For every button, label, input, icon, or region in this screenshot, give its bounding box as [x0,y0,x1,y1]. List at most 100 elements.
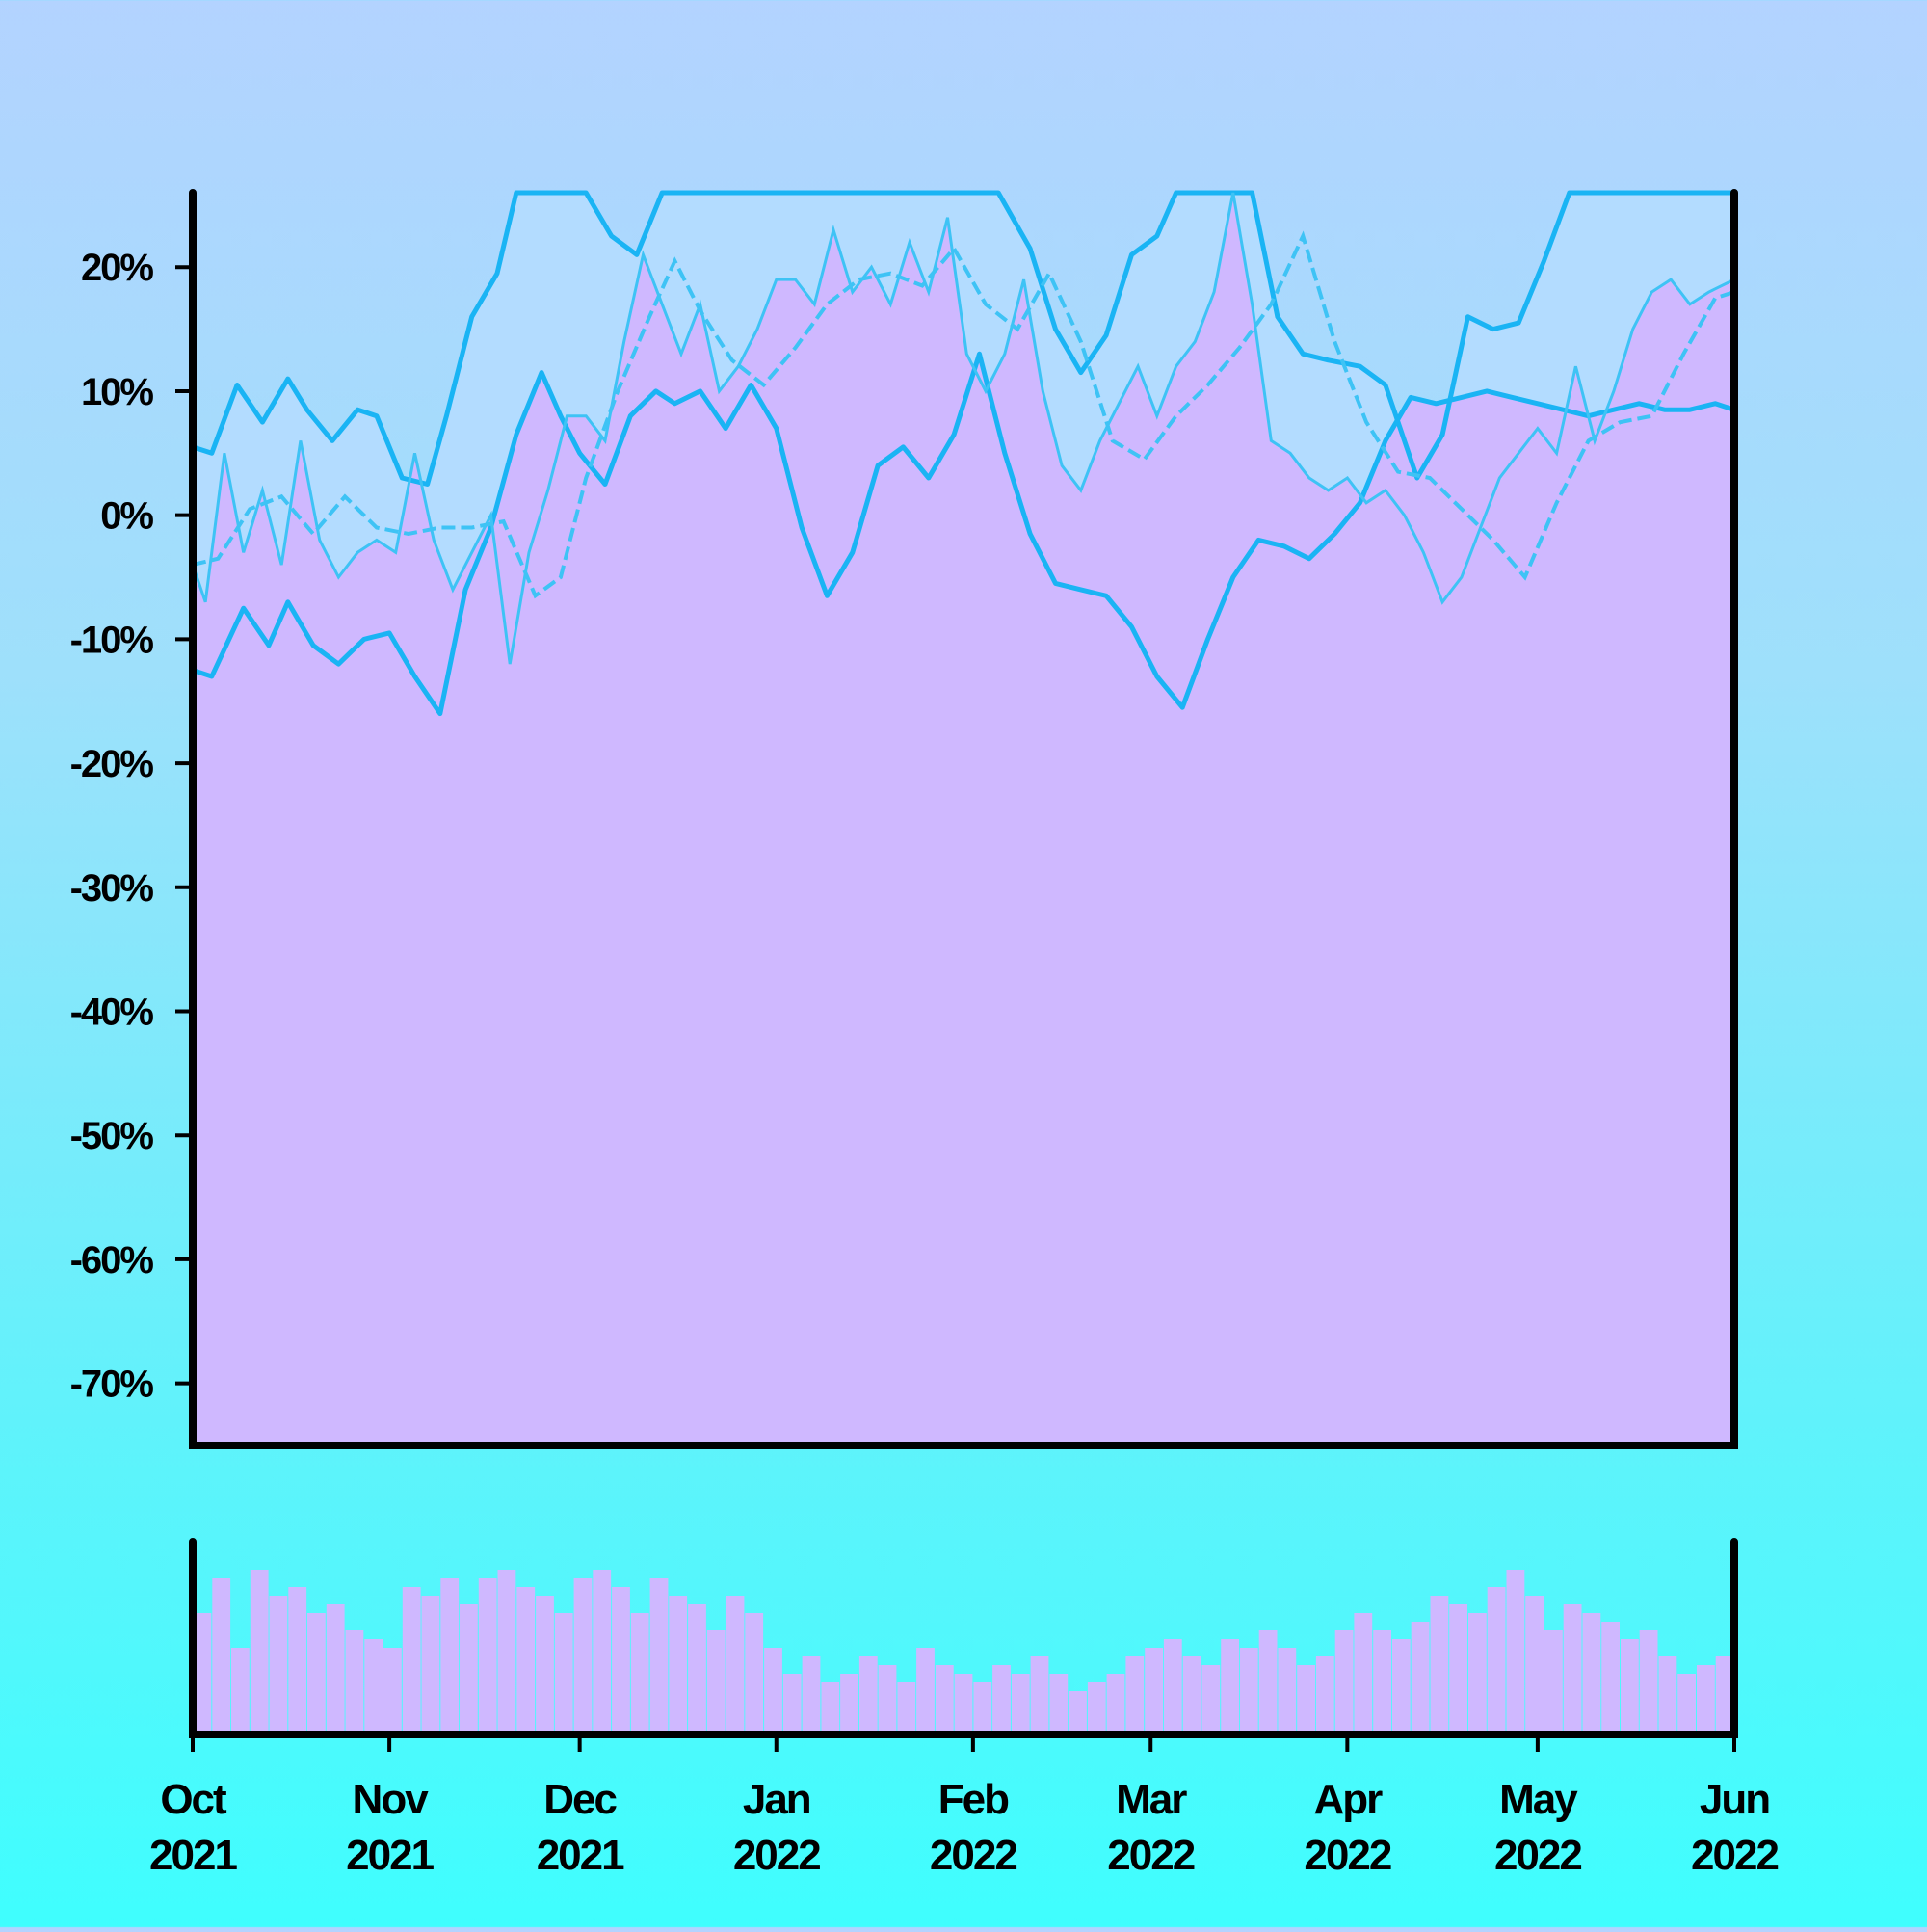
volume-bar [1011,1674,1030,1734]
volume-bar [288,1587,307,1734]
x-tick-month: Feb [938,1776,1009,1823]
volume-bar [497,1570,516,1734]
x-tick-year: 2022 [930,1832,1016,1879]
x-tick-month: Dec [543,1776,617,1823]
y-tick-label: -50% [70,1115,154,1157]
volume-bar [1278,1648,1297,1734]
volume-bar [992,1665,1011,1734]
volume-bar [1297,1665,1315,1734]
x-tick-month: May [1499,1776,1578,1823]
volume-bar [745,1613,764,1734]
volume-bar [669,1596,688,1734]
volume-bar [1582,1613,1601,1734]
volume-bar [1201,1665,1221,1734]
volume-bar [782,1674,802,1734]
volume-bar [1621,1639,1639,1734]
band-fill [193,193,1734,714]
volume-bar [478,1578,497,1734]
x-tick-year: 2022 [1304,1832,1390,1879]
volume-bar [706,1630,726,1734]
volume-bar [1449,1604,1467,1734]
lower-band-line [192,351,1735,717]
volume-bar [726,1596,745,1734]
volume-bar [573,1578,593,1734]
volume-bar [460,1604,478,1734]
volume-bar [364,1639,383,1734]
volume-bar [1069,1691,1087,1734]
x-tick-year: 2022 [733,1832,820,1879]
volume-bar [1563,1604,1582,1734]
volume-bar [878,1665,897,1734]
x-tick-year: 2021 [149,1832,237,1879]
volume-bar [630,1613,649,1734]
x-tick-year: 2021 [537,1832,624,1879]
volume-bar [1506,1570,1525,1734]
volume-bar [421,1596,440,1734]
volume-bar [764,1648,782,1734]
volume-bar [649,1578,669,1734]
volume-bar [1601,1622,1620,1734]
x-tick-month: Jun [1700,1776,1769,1823]
volume-panel [193,1570,1734,1734]
volume-bar [383,1648,402,1734]
volume-bar [1639,1630,1658,1734]
x-tick-month: Apr [1313,1776,1383,1823]
volume-bar [1525,1596,1544,1734]
volume-bar [1258,1630,1278,1734]
volume-bar [554,1613,573,1734]
volume-bar [1145,1648,1163,1734]
y-axis-ticks: 20% 10% 0% -10% -20% -30% -40% -50% -60% -70% [70,247,193,1406]
volume-bar [1182,1656,1201,1734]
main-panel [191,190,1735,1445]
volume-bar [1487,1587,1506,1734]
volume-bar [1221,1639,1239,1734]
volume-bar [1087,1682,1106,1734]
volume-bar [193,1613,212,1734]
volume-bar [954,1674,973,1734]
axes [189,189,1738,1738]
x-axis-ticks: Oct 2021 Nov 2021 Dec 2021 Jan 2022 Feb 2022 Mar 20… [149,1734,1780,1879]
volume-bar [516,1587,536,1734]
upper-band-line [192,190,1734,487]
volume-bar [1163,1639,1182,1734]
volume-bar [1391,1639,1411,1734]
volume-bar [269,1596,288,1734]
x-tick-year: 2021 [346,1832,434,1879]
volume-bar [1658,1656,1677,1734]
volume-bar [688,1604,706,1734]
y-tick-label: -60% [70,1239,154,1282]
volume-bar [440,1578,460,1734]
x-tick-month: Jan [743,1776,810,1823]
volume-bar [897,1682,916,1734]
volume-bar [612,1587,630,1734]
x-tick-month: Nov [353,1776,430,1823]
y-tick-label: -40% [70,992,154,1034]
volume-bar [821,1682,840,1734]
volume-bar [1677,1674,1696,1734]
volume-bar [1468,1613,1487,1734]
lower-area [193,354,1734,1445]
volume-axes-frame [189,1538,1738,1738]
volume-bar [1411,1622,1430,1734]
x-tick-year: 2022 [1691,1832,1778,1879]
volume-bar [1030,1656,1049,1734]
volume-bar [307,1613,326,1734]
volume-bar [1125,1656,1145,1734]
volume-bar [840,1674,858,1734]
volume-bar [326,1604,345,1734]
x-tick-month: Mar [1116,1776,1187,1823]
x-tick-month: Oct [160,1776,227,1823]
volume-bar [212,1578,231,1734]
moving-average-line [192,230,1735,599]
main-axes-frame [189,189,1738,1449]
volume-bar [1239,1648,1258,1734]
y-tick-label: -10% [70,619,154,661]
volume-bar [402,1587,421,1734]
volume-bar [1049,1674,1069,1734]
y-tick-label: 10% [81,371,153,413]
volume-bar [1430,1596,1449,1734]
volume-bar [1354,1613,1373,1734]
y-tick-label: -70% [70,1363,154,1406]
